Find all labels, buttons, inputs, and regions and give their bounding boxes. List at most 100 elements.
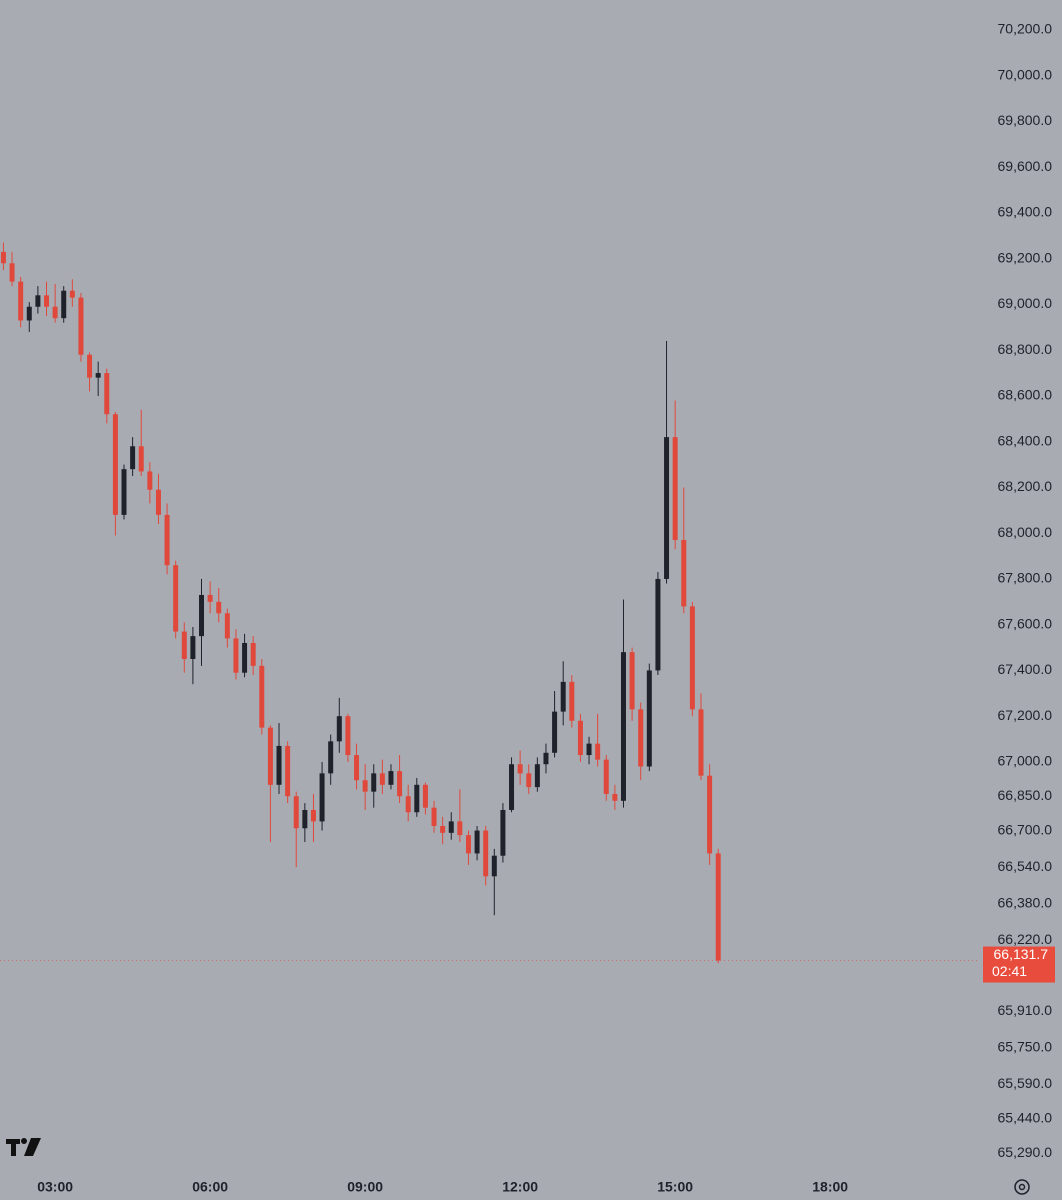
candle-body <box>362 780 368 792</box>
y-tick-label: 68,200.0 <box>998 478 1053 494</box>
candle <box>629 647 635 721</box>
x-tick-label: 03:00 <box>37 1179 73 1195</box>
candle <box>414 777 420 817</box>
candle <box>104 368 110 424</box>
candle-body <box>440 825 446 833</box>
candle-body <box>276 745 282 785</box>
candle <box>371 764 377 808</box>
candle <box>9 251 15 287</box>
candle <box>155 473 161 525</box>
candle-body <box>474 830 480 854</box>
candle-body <box>130 446 136 470</box>
logo <box>6 1138 41 1156</box>
candle <box>698 693 704 781</box>
candle-body <box>293 796 299 829</box>
candle-body <box>552 711 558 753</box>
candle <box>164 503 170 575</box>
candle-body <box>147 471 153 490</box>
candle <box>78 293 84 362</box>
candle <box>448 812 454 840</box>
candle-body <box>44 295 50 307</box>
candle <box>595 713 601 767</box>
y-tick-label: 67,400.0 <box>998 661 1053 677</box>
candle <box>293 791 299 868</box>
settings-icon[interactable] <box>1014 1179 1030 1195</box>
y-tick-label: 69,800.0 <box>998 112 1053 128</box>
y-tick-label: 65,590.0 <box>998 1075 1053 1091</box>
candle-body <box>173 565 179 632</box>
candle-body <box>112 414 118 515</box>
y-tick-label: 68,400.0 <box>998 432 1053 448</box>
candle-body <box>233 638 239 673</box>
candle-body <box>87 354 93 378</box>
candle-body <box>491 855 497 877</box>
candle-body <box>69 290 75 298</box>
candle-body <box>500 809 506 856</box>
candle-body <box>190 636 196 659</box>
candle-body <box>698 709 704 776</box>
y-tick-label: 66,700.0 <box>998 821 1053 837</box>
candle-body <box>52 306 58 319</box>
candle <box>707 764 713 865</box>
candle-body <box>388 771 394 785</box>
candle <box>35 286 41 314</box>
candle-body <box>509 764 515 810</box>
x-tick-label: 09:00 <box>347 1179 383 1195</box>
candle <box>224 608 230 648</box>
candle-body <box>181 631 187 659</box>
candle <box>362 764 368 810</box>
candle <box>302 803 308 842</box>
candle-body <box>586 743 592 756</box>
candle <box>190 626 196 685</box>
candle-body <box>371 773 377 792</box>
candle <box>207 581 213 614</box>
candle <box>216 588 222 623</box>
y-tick-label: 69,000.0 <box>998 295 1053 311</box>
y-tick-label: 67,800.0 <box>998 570 1053 586</box>
y-tick-label: 66,850.0 <box>998 787 1053 803</box>
candle <box>526 764 532 794</box>
y-tick-label: 67,200.0 <box>998 707 1053 723</box>
candle-body <box>285 745 291 797</box>
candle-body <box>61 290 67 319</box>
y-tick-label: 67,600.0 <box>998 615 1053 631</box>
candle <box>689 601 695 717</box>
candle-body <box>517 764 523 774</box>
candle-body <box>664 437 670 579</box>
candle <box>397 755 403 804</box>
candle <box>173 560 179 639</box>
candle <box>681 487 687 614</box>
price-tag-countdown: 02:41 <box>992 963 1027 979</box>
candle <box>491 848 497 916</box>
candle-body <box>483 830 489 877</box>
candle <box>336 697 342 753</box>
candle <box>664 341 670 584</box>
candle-body <box>121 469 127 515</box>
y-tick-label: 65,290.0 <box>998 1144 1053 1160</box>
candle-body <box>310 809 316 822</box>
candle <box>517 750 523 785</box>
candle-body <box>9 263 15 282</box>
candle <box>259 658 265 735</box>
candle-body <box>164 514 170 566</box>
candle-body <box>207 594 213 602</box>
candle <box>500 803 506 863</box>
candle-body <box>336 716 342 742</box>
candle <box>431 800 437 833</box>
y-tick-label: 66,540.0 <box>998 858 1053 874</box>
candle <box>0 242 6 271</box>
candle <box>509 757 515 813</box>
candle-body <box>629 652 635 710</box>
candle <box>474 825 480 861</box>
candle <box>310 793 316 842</box>
y-tick-label: 65,910.0 <box>998 1002 1053 1018</box>
y-tick-label: 68,800.0 <box>998 341 1053 357</box>
candle <box>267 725 273 842</box>
candle <box>543 743 549 774</box>
candle-body <box>35 295 41 307</box>
candle <box>560 661 566 726</box>
candle-body <box>302 809 308 829</box>
candle-body <box>250 642 256 666</box>
candle-body <box>603 759 609 794</box>
candle-body <box>577 720 583 756</box>
